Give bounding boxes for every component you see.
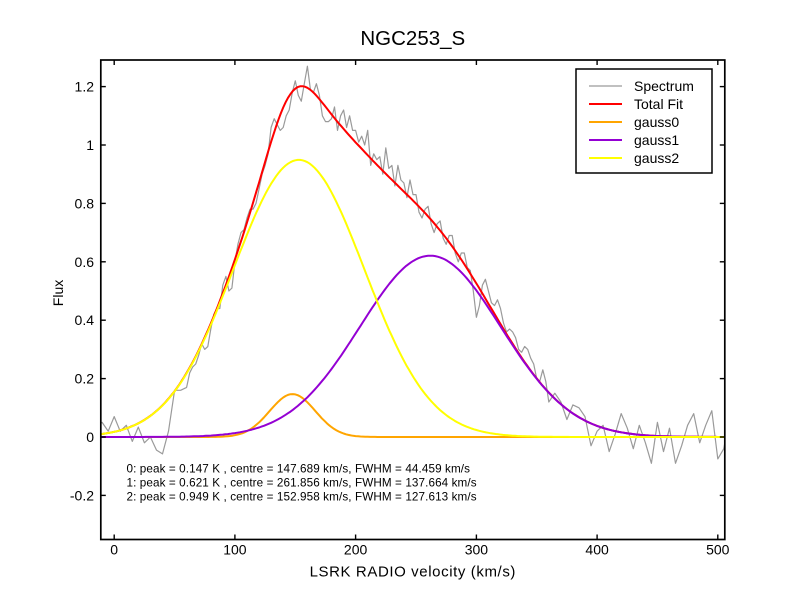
svg-text:1.2: 1.2 <box>75 79 95 95</box>
svg-text:gauss2: gauss2 <box>634 150 679 166</box>
svg-text:gauss0: gauss0 <box>634 114 679 130</box>
svg-text:0: peak = 0.147 K , centre = 1: 0: peak = 0.147 K , centre = 147.689 km/… <box>127 463 471 476</box>
svg-text:1: 1 <box>86 137 94 153</box>
svg-text:0: 0 <box>86 429 94 445</box>
svg-text:-0.2: -0.2 <box>70 487 94 503</box>
svg-text:LSRK RADIO velocity (km/s): LSRK RADIO velocity (km/s) <box>310 563 516 580</box>
svg-text:400: 400 <box>585 542 609 558</box>
svg-text:0.2: 0.2 <box>75 371 95 387</box>
svg-text:300: 300 <box>465 542 489 558</box>
svg-text:gauss1: gauss1 <box>634 132 679 148</box>
svg-text:Flux: Flux <box>50 280 66 306</box>
svg-text:500: 500 <box>706 542 730 558</box>
svg-text:200: 200 <box>344 542 368 558</box>
svg-text:Spectrum: Spectrum <box>634 78 694 94</box>
svg-text:Total Fit: Total Fit <box>634 96 683 112</box>
svg-text:0.8: 0.8 <box>75 195 95 211</box>
svg-text:NGC253_S: NGC253_S <box>360 27 465 50</box>
svg-text:100: 100 <box>223 542 247 558</box>
svg-text:0: 0 <box>110 542 118 558</box>
svg-text:1: peak = 0.621 K , centre = 2: 1: peak = 0.621 K , centre = 261.856 km/… <box>127 476 477 489</box>
svg-text:0.4: 0.4 <box>75 312 95 328</box>
svg-text:2: peak = 0.949 K , centre = 1: 2: peak = 0.949 K , centre = 152.958 km/… <box>127 490 477 503</box>
svg-text:0.6: 0.6 <box>75 254 95 270</box>
